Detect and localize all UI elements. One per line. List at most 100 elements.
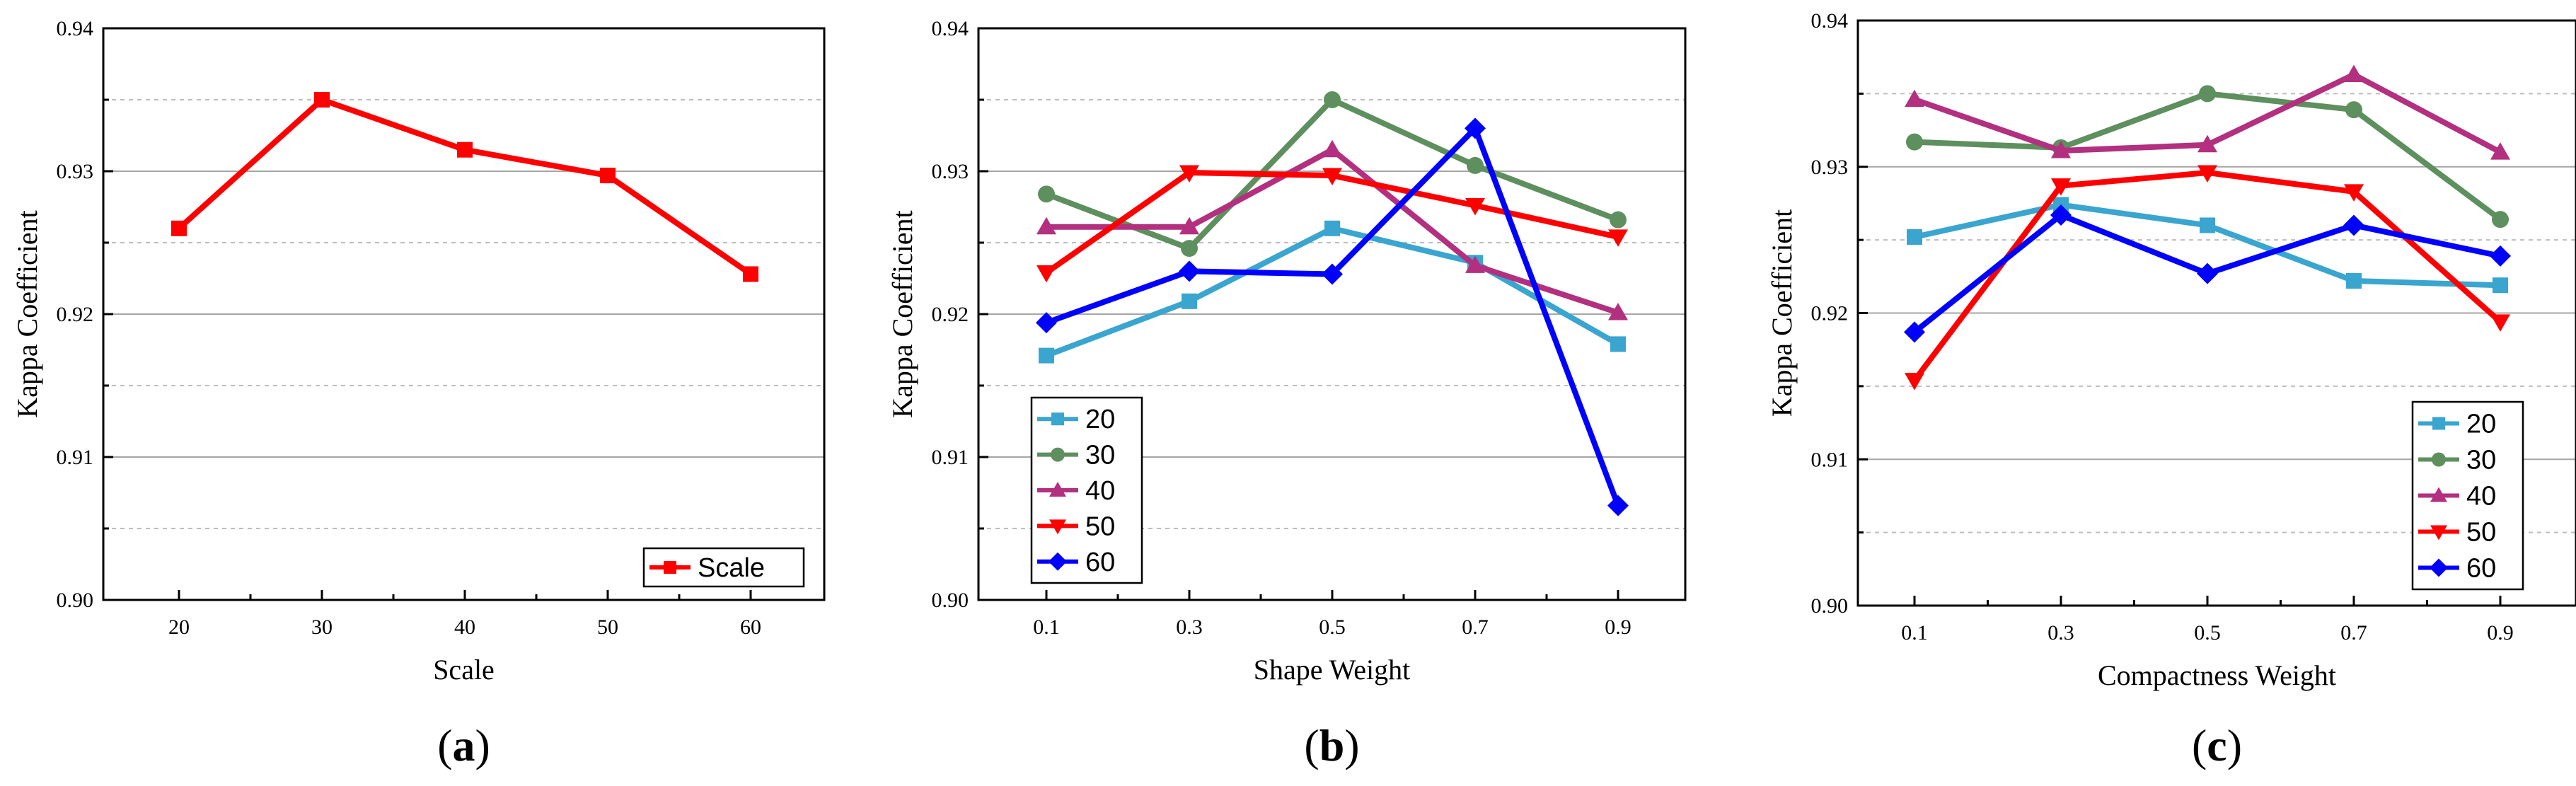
data-point [2490, 314, 2510, 332]
y-tick-label: 0.94 [1811, 9, 1849, 33]
y-tick-label: 0.91 [1811, 448, 1849, 471]
data-point [1608, 229, 1628, 247]
data-point [1179, 165, 1199, 183]
x-tick-label: 0.7 [1462, 615, 1489, 639]
y-axis-label: Kappa Coefficient [11, 210, 43, 418]
data-point [1608, 302, 1628, 320]
series-30 [1038, 91, 1627, 258]
data-point [2050, 204, 2072, 226]
data-point [171, 220, 187, 236]
data-point [1179, 216, 1199, 235]
legend: Scale [642, 547, 805, 588]
x-tick-label: 0.7 [2340, 621, 2367, 645]
panel-label-paren: ( [437, 720, 452, 770]
data-point [2343, 214, 2364, 236]
data-point [2490, 142, 2510, 160]
y-tick-label: 0.94 [932, 17, 969, 40]
data-point [2490, 245, 2511, 267]
data-point [2051, 178, 2071, 196]
legend-label: 30 [1085, 441, 1115, 470]
legend-label: 40 [1085, 476, 1115, 506]
data-point [1905, 89, 1924, 108]
legend-marker [2430, 558, 2448, 577]
data-point [1607, 495, 1629, 516]
data-point [1324, 91, 1341, 108]
data-point [1182, 293, 1197, 309]
data-point [1465, 197, 1485, 216]
legend-marker [1049, 552, 1067, 571]
y-tick-label: 0.90 [1811, 594, 1849, 618]
x-tick-label: 0.3 [1176, 615, 1203, 639]
y-tick-label: 0.93 [932, 160, 969, 183]
legend-label: 50 [2466, 518, 2496, 548]
legend-marker [664, 561, 676, 574]
panel-label-paren: ) [1344, 720, 1359, 770]
data-point [1322, 263, 1343, 285]
data-point [2345, 101, 2362, 119]
legend-marker [1051, 412, 1064, 426]
y-tick-label: 0.94 [57, 17, 94, 40]
legend-label: 40 [2466, 482, 2496, 512]
series-line [1912, 91, 2503, 223]
chart-panel-b: 0.90 0.91 0.92 0.93 0.94 0.1 0.3 0.5 0.7 0.9 Shape… [886, 17, 1687, 770]
y-tick-label: 0.92 [932, 303, 969, 326]
x-tick-label: 30 [311, 615, 333, 639]
data-point [1610, 211, 1627, 229]
x-tick-label: 40 [454, 615, 475, 639]
data-point [2197, 262, 2218, 284]
chart-panel-a: 0.90 0.91 0.92 0.93 0.94 20 30 40 50 60 Scale Kappa… [11, 17, 826, 770]
data-point [2492, 211, 2509, 229]
data-point [457, 141, 473, 158]
x-tick-label: 0.1 [1901, 621, 1928, 645]
x-tick-label: 50 [597, 615, 618, 639]
data-point [2051, 141, 2071, 158]
panel-label: (c) [2192, 720, 2242, 770]
data-point [1904, 321, 1925, 343]
panel-label-paren: ) [2227, 720, 2242, 770]
data-point [1181, 240, 1198, 258]
legend-marker [2432, 417, 2445, 430]
series-40 [1905, 64, 2510, 160]
legend-label: 60 [1085, 548, 1115, 577]
data-point [2344, 184, 2364, 202]
legend-marker [1049, 519, 1066, 535]
series-60 [1904, 204, 2511, 343]
series-line [176, 97, 753, 277]
legend-marker [1049, 482, 1066, 497]
data-point [2200, 217, 2215, 233]
data-point [2197, 134, 2217, 153]
panel-letter: b [1319, 720, 1345, 770]
data-point [1038, 185, 1055, 203]
legend-label: Scale [698, 553, 765, 583]
y-tick-label: 0.90 [57, 589, 94, 612]
legend: 20 30 40 50 60 [1030, 396, 1143, 584]
y-axis-label: Kappa Coefficient [886, 210, 918, 418]
y-tick-label: 0.90 [932, 589, 969, 612]
data-point [743, 266, 758, 282]
data-point [1179, 260, 1200, 282]
series-60 [1036, 117, 1629, 516]
panel-label-paren: ) [475, 720, 490, 770]
y-tick-label: 0.93 [1811, 156, 1849, 179]
data-point [1039, 347, 1054, 364]
y-axis-label: Kappa Coefficient [1766, 209, 1798, 417]
data-point [1036, 312, 1057, 334]
chart-panel-c: 0.90 0.91 0.92 0.93 0.94 0.1 0.3 0.5 0.7 0.9 Compa… [1766, 9, 2576, 770]
legend-label: 60 [2466, 554, 2496, 584]
x-tick-label: 0.5 [2194, 621, 2221, 645]
data-point [1907, 229, 1922, 245]
legend-marker [1051, 447, 1065, 462]
x-tick-label: 60 [740, 615, 761, 639]
series-Scale [171, 92, 758, 282]
data-point [314, 92, 330, 108]
data-point [1036, 265, 1056, 283]
x-tick-label: 0.9 [1605, 615, 1631, 639]
y-tick-label: 0.92 [1811, 302, 1849, 325]
data-point [1465, 255, 1485, 273]
panel-label: (a) [437, 720, 490, 770]
panel-label: (b) [1304, 720, 1359, 770]
x-tick-label: 0.3 [2047, 621, 2074, 645]
data-point [2344, 64, 2364, 82]
panel-label-paren: ( [1304, 720, 1319, 770]
